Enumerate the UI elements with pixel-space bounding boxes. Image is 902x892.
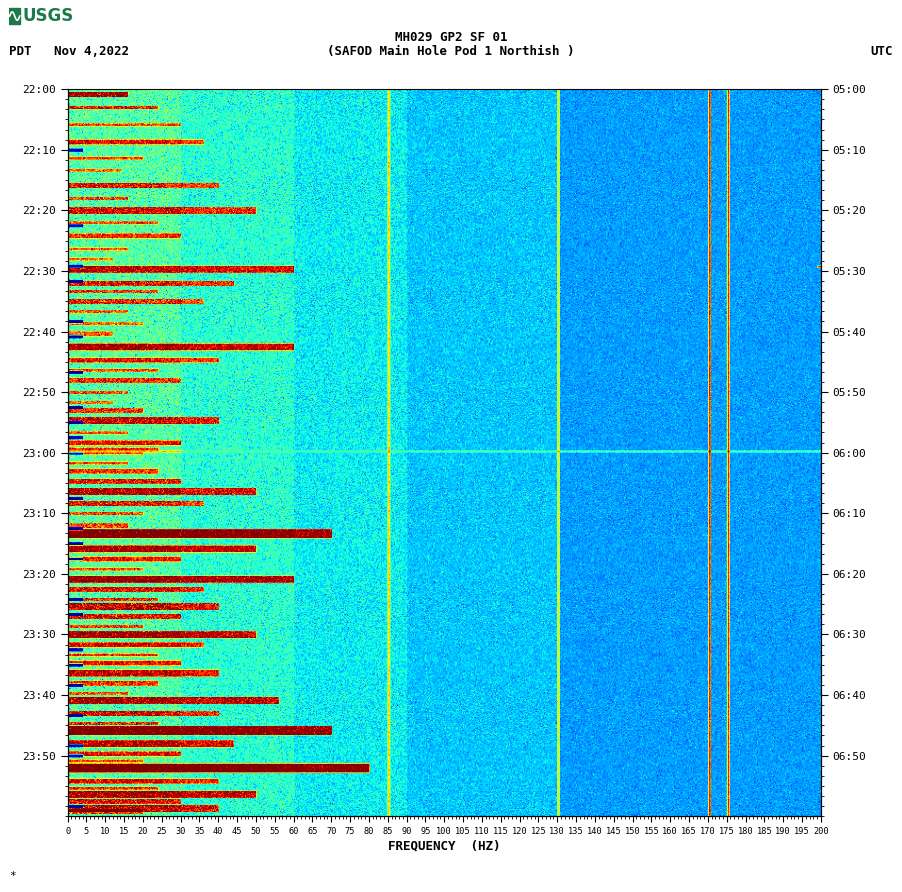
Text: USGS: USGS xyxy=(23,7,74,25)
X-axis label: FREQUENCY  (HZ): FREQUENCY (HZ) xyxy=(388,839,501,853)
Bar xyxy=(9,8,21,24)
Text: PDT   Nov 4,2022: PDT Nov 4,2022 xyxy=(9,45,129,58)
Text: UTC: UTC xyxy=(870,45,893,58)
Text: (SAFOD Main Hole Pod 1 Northish ): (SAFOD Main Hole Pod 1 Northish ) xyxy=(327,45,575,58)
Text: *: * xyxy=(9,871,15,880)
Text: MH029 GP2 SF 01: MH029 GP2 SF 01 xyxy=(395,31,507,44)
